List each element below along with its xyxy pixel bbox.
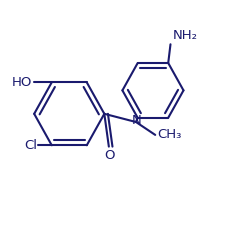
- Text: NH₂: NH₂: [173, 29, 198, 42]
- Text: N: N: [132, 114, 142, 127]
- Text: O: O: [105, 149, 115, 162]
- Text: Cl: Cl: [24, 139, 37, 152]
- Text: CH₃: CH₃: [158, 128, 182, 141]
- Text: HO: HO: [12, 76, 33, 89]
